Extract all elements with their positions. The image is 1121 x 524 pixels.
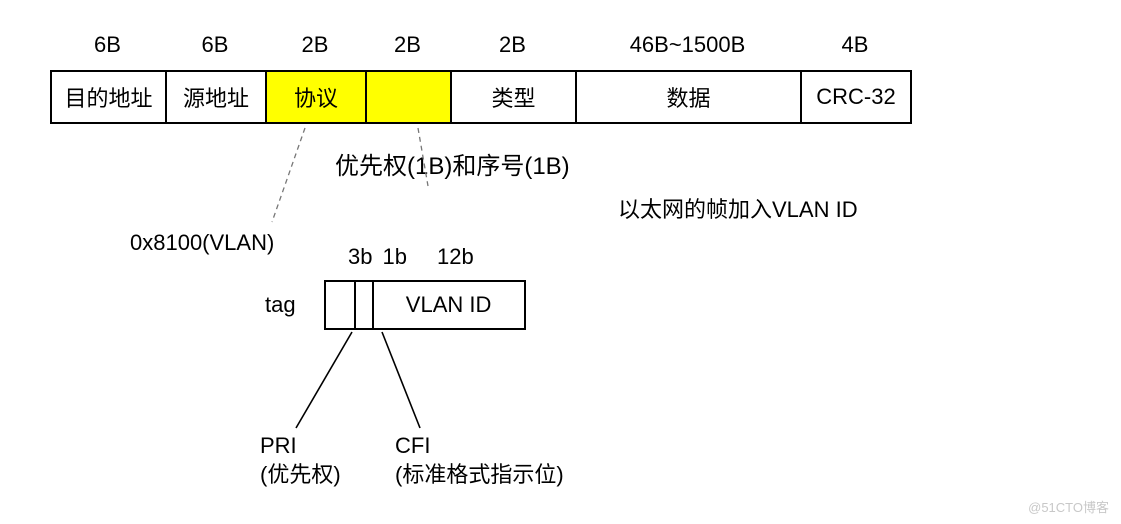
cfi-line1: CFI: [395, 432, 564, 461]
tag-table: VLAN ID: [324, 280, 526, 330]
bit-label-0: 3b: [348, 244, 372, 270]
leader-cfi: [382, 332, 420, 428]
size-label-4: 2B: [450, 32, 575, 58]
size-label-5: 46B~1500B: [575, 32, 800, 58]
watermark: @51CTO博客: [1028, 497, 1109, 516]
tag-bit-labels: 3b 1b 12b: [348, 244, 474, 270]
annotation-vlan-ethernet: 以太网的帧加入VLAN ID: [618, 192, 858, 224]
pri-line2: (优先权): [260, 461, 395, 490]
bit-label-1: 1b: [382, 244, 406, 270]
size-label-3: 2B: [365, 32, 450, 58]
tag-cell-pri: [326, 280, 356, 330]
cfi-line2: (标准格式指示位): [395, 461, 564, 490]
frame-cell-dest-addr: 目的地址: [52, 70, 167, 124]
ethernet-frame-table: 目的地址 源地址 协议 类型 数据 CRC-32: [50, 70, 912, 124]
frame-cell-protocol: 协议: [267, 70, 367, 124]
frame-cell-type: 类型: [452, 70, 577, 124]
bottom-labels: PRI (优先权) CFI (标准格式指示位): [260, 432, 564, 489]
tag-table-container: tag VLAN ID: [265, 280, 526, 330]
bit-label-2: 12b: [437, 244, 474, 270]
tag-cell-cfi: [356, 280, 374, 330]
leader-proto: [272, 128, 305, 222]
leader-pri: [296, 332, 352, 428]
size-label-1: 6B: [165, 32, 265, 58]
tag-label: tag: [265, 292, 296, 318]
annotation-priority-seq: 优先权(1B)和序号(1B): [335, 146, 570, 181]
size-label-2: 2B: [265, 32, 365, 58]
pri-line1: PRI: [260, 432, 395, 461]
bottom-label-pri: PRI (优先权): [260, 432, 395, 489]
frame-cell-tag: [367, 70, 452, 124]
frame-size-labels: 6B 6B 2B 2B 2B 46B~1500B 4B: [50, 32, 910, 58]
frame-cell-src-addr: 源地址: [167, 70, 267, 124]
annotation-protocol-0x8100: 0x8100(VLAN): [130, 230, 274, 256]
frame-cell-crc: CRC-32: [802, 70, 912, 124]
size-label-6: 4B: [800, 32, 910, 58]
tag-cell-vlan-id: VLAN ID: [374, 280, 526, 330]
frame-cell-data: 数据: [577, 70, 802, 124]
bottom-label-cfi: CFI (标准格式指示位): [395, 432, 564, 489]
size-label-0: 6B: [50, 32, 165, 58]
